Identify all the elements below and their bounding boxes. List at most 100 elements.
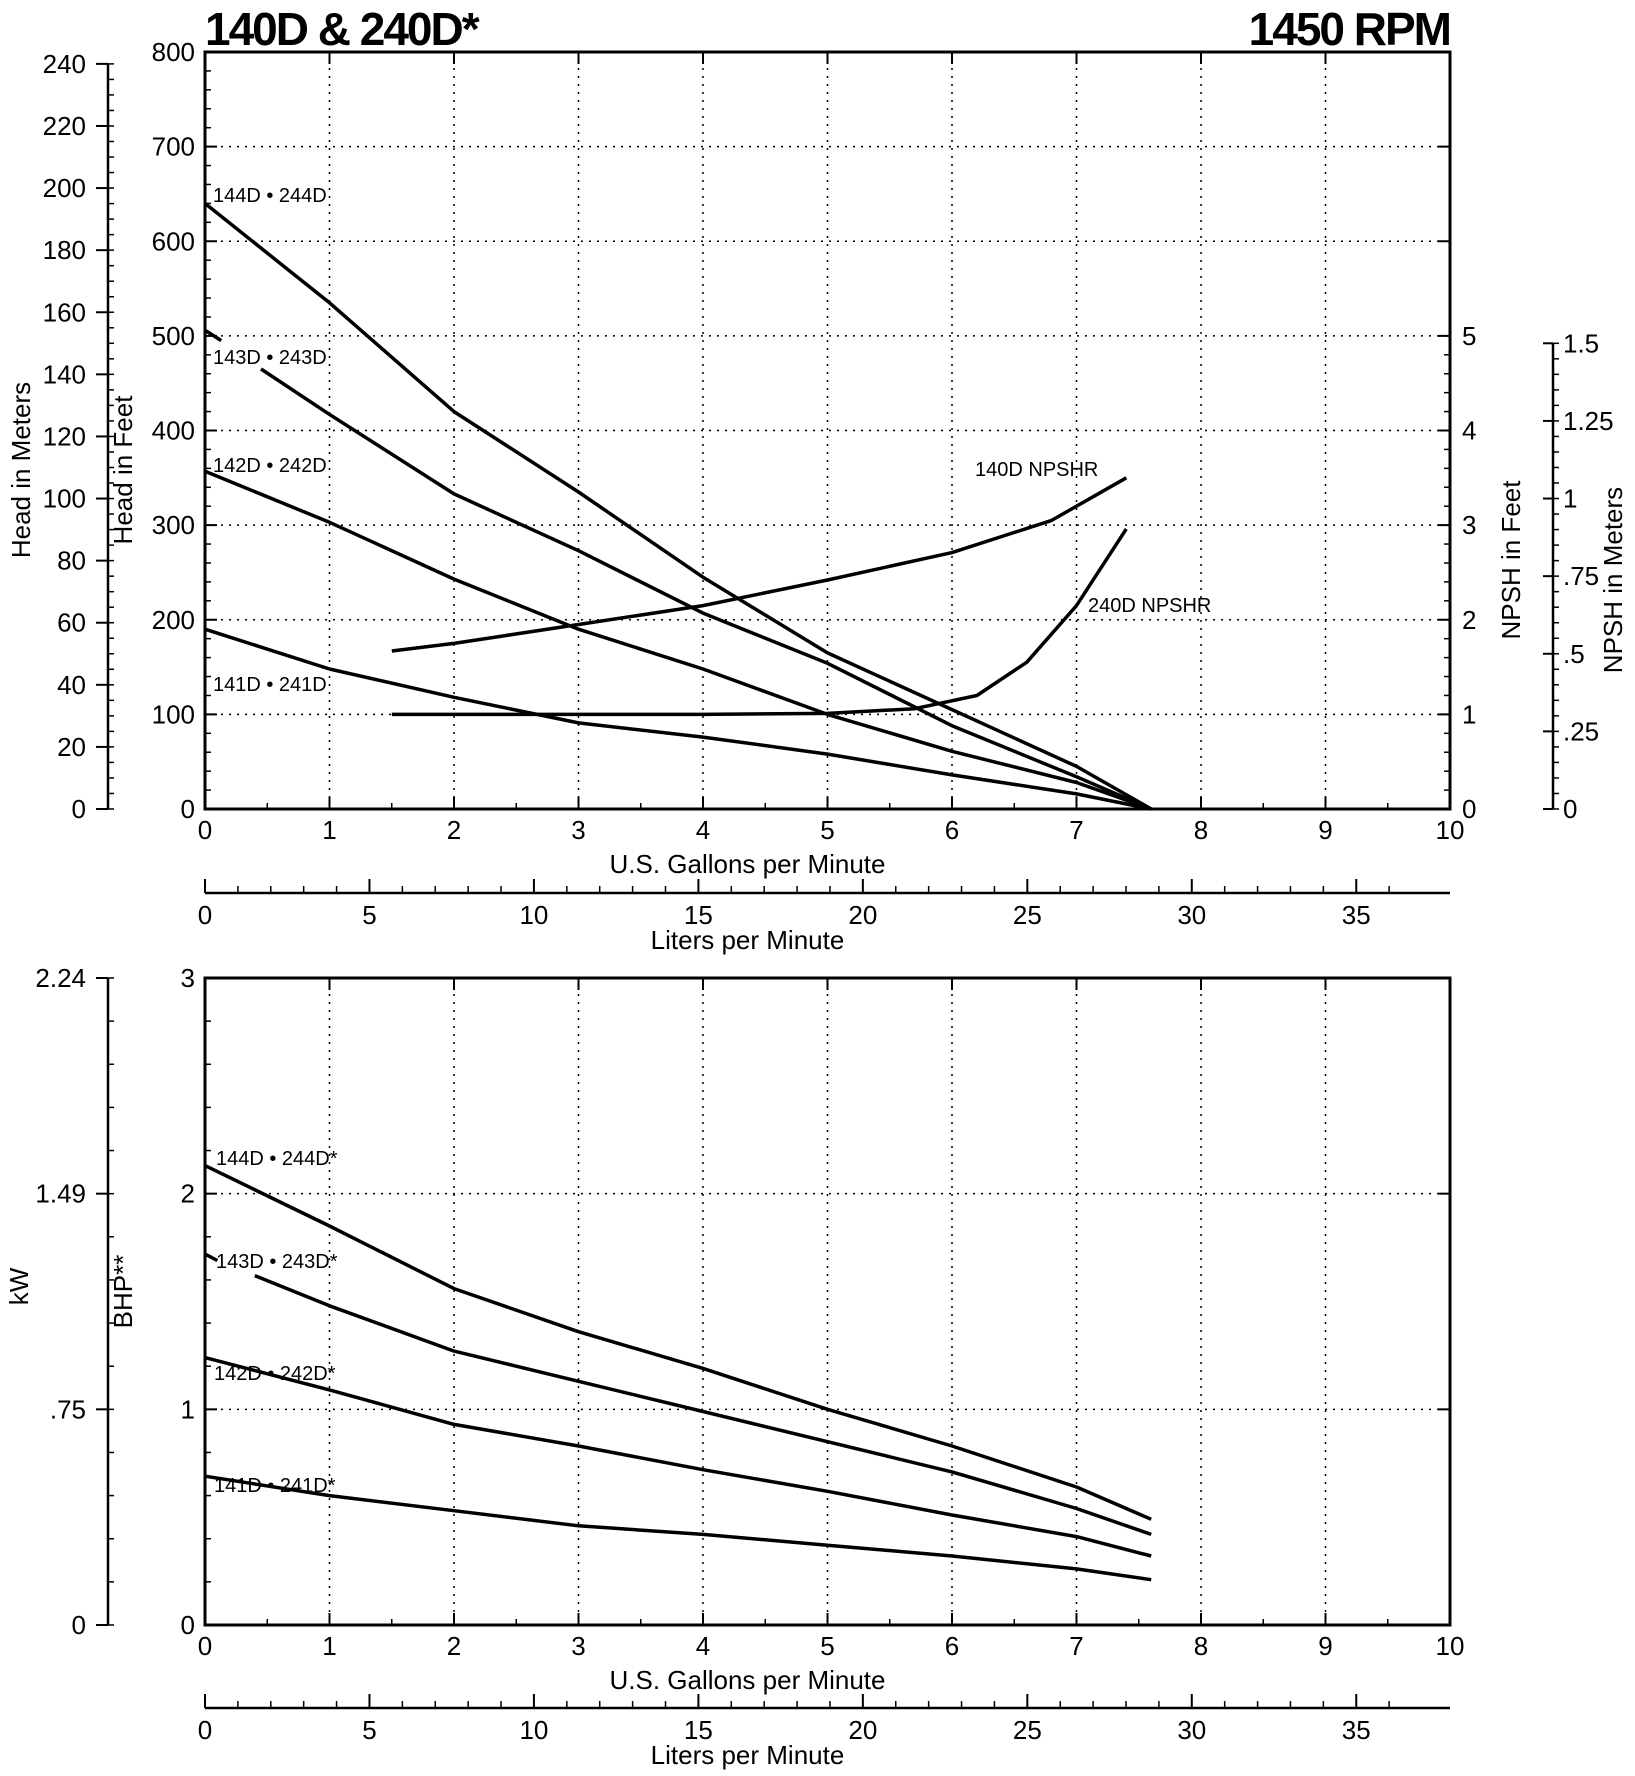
head-x-tick-label: 9 — [1318, 815, 1332, 845]
meters-tick-label: 100 — [43, 484, 86, 514]
bhp-y-tick-label: 1 — [181, 1394, 195, 1424]
head-series-144d-244d — [203, 202, 1153, 811]
head-series-143d-243d — [204, 328, 1152, 811]
head-lpm-tick-label: 10 — [519, 900, 548, 930]
head-x-tick-label: 7 — [1069, 815, 1083, 845]
meters-tick-label: 200 — [43, 173, 86, 203]
bhp-x-tick-label: 8 — [1194, 1631, 1208, 1661]
bhp-y-tick-label: 0 — [181, 1610, 195, 1640]
meters-tick-label: 60 — [57, 608, 86, 638]
kw-axis-title: kW — [4, 1267, 34, 1305]
npsh-meters-tick-label: .25 — [1563, 716, 1599, 746]
head-series-142d-242d — [204, 469, 1152, 811]
npsh-feet-tick-label: 5 — [1462, 321, 1476, 351]
head-y-tick-label: 300 — [152, 510, 195, 540]
bhp-series-142d-242d- — [204, 1355, 1152, 1558]
head-x-tick-label: 8 — [1194, 815, 1208, 845]
bhp-x-tick-label: 7 — [1069, 1631, 1083, 1661]
npsh-feet-tick-label: 3 — [1462, 510, 1476, 540]
npsh-meters-tick-label: 1 — [1563, 484, 1577, 514]
bhp-y-tick-label: 2 — [181, 1179, 195, 1209]
meters-tick-label: 80 — [57, 546, 86, 576]
head-series-141d-241d — [204, 627, 1152, 811]
bhp-series-141d-241d- — [204, 1474, 1152, 1582]
head-series-140d-npshr — [391, 476, 1128, 653]
head-lpm-tick-label: 15 — [684, 900, 713, 930]
meters-tick-label: 160 — [43, 297, 86, 327]
meters-tick-label: 240 — [43, 49, 86, 79]
npsh-meters-tick-label: 1.25 — [1563, 406, 1614, 436]
bhp-series-label: 141D • 241D* — [214, 1475, 336, 1497]
head-lpm-tick-label: 35 — [1342, 900, 1371, 930]
npsh-meters-tick-label: 0 — [1563, 794, 1577, 824]
head-y-tick-label: 800 — [152, 37, 195, 67]
bhp-x-tick-label: 1 — [322, 1631, 336, 1661]
head-y-tick-label: 500 — [152, 321, 195, 351]
head-series-label: 143D • 243D — [213, 347, 327, 369]
head-series-label: 141D • 241D — [213, 674, 327, 696]
head-lpm-tick-label: 30 — [1177, 900, 1206, 930]
npsh-feet-tick-label: 4 — [1462, 416, 1476, 446]
bhp-series-144d-244d- — [204, 1164, 1152, 1521]
head-x-tick-label: 2 — [447, 815, 461, 845]
head-lpm-tick-label: 25 — [1013, 900, 1042, 930]
kw-tick-label: .75 — [50, 1394, 86, 1424]
bhp-lpm-tick-label: 15 — [684, 1715, 713, 1745]
head-meters-axis-title: Head in Meters — [6, 382, 36, 558]
bhp-lpm-tick-label: 25 — [1013, 1715, 1042, 1745]
head-y-tick-label: 0 — [181, 794, 195, 824]
kw-tick-label: 2.24 — [35, 963, 86, 993]
bhp-x-tick-label: 3 — [571, 1631, 585, 1661]
head-x-tick-label: 1 — [322, 815, 336, 845]
head-x-tick-label: 3 — [571, 815, 585, 845]
head-x-tick-label: 6 — [945, 815, 959, 845]
npsh-feet-tick-label: 1 — [1462, 699, 1476, 729]
npsh-meters-axis-title: NPSH in Meters — [1598, 487, 1628, 673]
head-y-tick-label: 100 — [152, 699, 195, 729]
bhp-lpm-tick-label: 0 — [198, 1715, 212, 1745]
head-lpm-tick-label: 5 — [362, 900, 376, 930]
head-lpm-axis-title: Liters per Minute — [651, 925, 845, 955]
bhp-lpm-tick-label: 30 — [1177, 1715, 1206, 1745]
npsh-meters-tick-label: .75 — [1563, 561, 1599, 591]
meters-tick-label: 220 — [43, 111, 86, 141]
head-series-label: 142D • 242D — [213, 455, 327, 477]
head-x-tick-label: 5 — [820, 815, 834, 845]
bhp-series-label: 143D • 243D* — [216, 1251, 338, 1273]
bhp-series-label: 142D • 242D* — [214, 1363, 336, 1385]
meters-tick-label: 180 — [43, 235, 86, 265]
bhp-lpm-tick-label: 20 — [848, 1715, 877, 1745]
meters-tick-label: 0 — [72, 794, 86, 824]
npsh-feet-tick-label: 2 — [1462, 605, 1476, 635]
meters-tick-label: 140 — [43, 359, 86, 389]
bhp-x-tick-label: 0 — [198, 1631, 212, 1661]
bhp-x-tick-label: 9 — [1318, 1631, 1332, 1661]
head-series-label: 144D • 244D — [213, 185, 327, 207]
head-x-tick-label: 10 — [1436, 815, 1465, 845]
gpm-axis-title: U.S. Gallons per Minute — [609, 849, 885, 879]
meters-tick-label: 120 — [43, 421, 86, 451]
npsh-feet-axis-title: NPSH in Feet — [1496, 480, 1526, 640]
bhp-y-tick-label: 3 — [181, 963, 195, 993]
bhp-series-143d-243d- — [204, 1252, 1152, 1537]
bhp-series-label: 144D • 244D* — [216, 1148, 338, 1170]
bhp-x-tick-label: 4 — [696, 1631, 710, 1661]
head-series-label: 140D NPSHR — [975, 459, 1098, 481]
head-x-tick-label: 0 — [198, 815, 212, 845]
kw-tick-label: 0 — [72, 1610, 86, 1640]
bhp-axis-title: BHP** — [108, 1255, 138, 1329]
bhp-lpm-axis-title: Liters per Minute — [651, 1740, 845, 1770]
bhp-lpm-tick-label: 35 — [1342, 1715, 1371, 1745]
bhp-gpm-axis-title: U.S. Gallons per Minute — [609, 1665, 885, 1695]
bhp-x-tick-label: 6 — [945, 1631, 959, 1661]
head-x-tick-label: 4 — [696, 815, 710, 845]
head-y-tick-label: 400 — [152, 416, 195, 446]
bhp-x-tick-label: 5 — [820, 1631, 834, 1661]
head-lpm-tick-label: 20 — [848, 900, 877, 930]
bhp-lpm-tick-label: 10 — [519, 1715, 548, 1745]
npsh-meters-tick-label: .5 — [1563, 639, 1585, 669]
bhp-x-tick-label: 2 — [447, 1631, 461, 1661]
npsh-feet-tick-label: 0 — [1462, 794, 1476, 824]
